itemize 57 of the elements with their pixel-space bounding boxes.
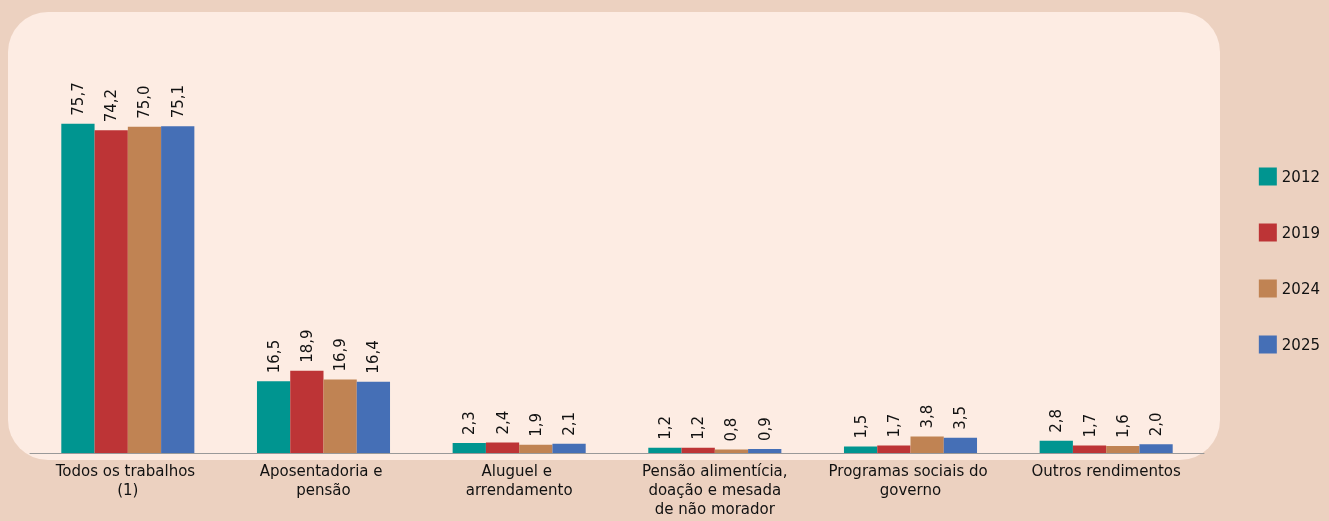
bar: [485, 442, 520, 453]
bar: [1039, 440, 1073, 453]
legend-label: 2025: [1281, 335, 1321, 354]
bar: [290, 370, 324, 453]
bar: [452, 443, 486, 453]
data-label: 2,1: [560, 412, 579, 436]
bar: [94, 130, 128, 453]
x-tick-label: Outros rendimentos: [1031, 461, 1181, 480]
bar: [161, 126, 195, 453]
x-tick-label: Todos os trabalhos (1): [54, 461, 200, 499]
data-label: 2,0: [1147, 412, 1166, 437]
x-tick-label: Programas sociais do governo: [828, 461, 993, 499]
bar: [877, 445, 911, 453]
data-label: 0,9: [755, 417, 774, 442]
bar: [748, 449, 782, 453]
data-label: 74,2: [102, 88, 121, 123]
bar: [127, 126, 162, 453]
bar: [519, 444, 553, 453]
data-label: 3,5: [951, 405, 970, 430]
data-label: 1,2: [655, 415, 674, 440]
legend-label: 2019: [1281, 223, 1321, 242]
data-label: 1,2: [689, 415, 708, 440]
data-label: 3,8: [918, 404, 937, 429]
data-label: 16,4: [364, 340, 383, 374]
data-label: 18,9: [297, 329, 316, 363]
bar: [843, 446, 878, 453]
data-label: 1,6: [1113, 414, 1132, 439]
bar: [256, 381, 291, 453]
bar: [323, 379, 357, 453]
bar: [1106, 446, 1140, 453]
data-label: 75,7: [68, 82, 87, 116]
bar: [910, 436, 944, 453]
data-label: 0,8: [722, 417, 741, 442]
legend-label: 2024: [1281, 279, 1321, 298]
bar: [552, 443, 586, 453]
data-label: 16,9: [331, 338, 350, 372]
data-label: 1,7: [1080, 413, 1099, 438]
data-label: 75,1: [168, 84, 187, 119]
bar: [1139, 444, 1173, 453]
legend-label: 2012: [1281, 167, 1321, 186]
bar: [943, 437, 978, 453]
bar: [648, 447, 682, 453]
bar: [1072, 445, 1107, 453]
x-tick-label: Pensão alimentícia, doação e mesada de não morador: [642, 461, 788, 518]
data-label: 1,7: [884, 413, 903, 438]
bar: [681, 447, 715, 453]
bar: [356, 381, 391, 453]
data-label: 2,4: [493, 410, 512, 435]
data-label: 75,0: [135, 85, 154, 119]
data-label: 1,5: [851, 414, 870, 439]
x-tick-label: Aluguel e arrendamento: [465, 461, 573, 499]
bar: [61, 123, 95, 453]
data-label: 2,3: [460, 411, 479, 435]
data-label: 2,8: [1047, 408, 1066, 433]
data-label: 16,5: [264, 339, 283, 374]
x-tick-label: Aposentadoria e pensão: [259, 461, 388, 499]
data-label: 1,9: [526, 412, 545, 437]
